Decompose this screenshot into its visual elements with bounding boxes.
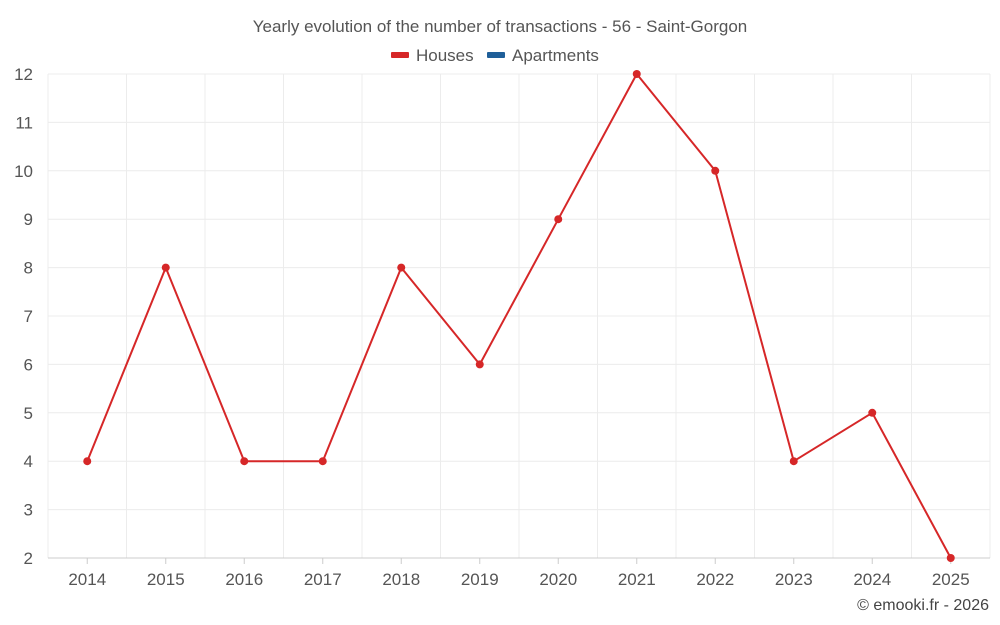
series-line-houses [86,73,952,559]
y-tick-label: 11 [15,113,33,132]
data-point-houses[interactable] [240,457,249,466]
data-point-houses[interactable] [789,457,798,466]
x-tick-label: 2014 [68,570,106,589]
axes: 2 3 4 5 6 7 8 9 10 11 12 2014 2015 2016 2017 2018 2019 20… [14,65,990,589]
chart-title: Yearly evolution of the number of transa… [253,17,748,36]
y-tick-label: 2 [24,549,33,568]
x-tick-label: 2022 [696,570,734,589]
legend: Houses Apartments [391,46,599,65]
x-tick-label: 2019 [461,570,499,589]
data-point-houses[interactable] [397,263,406,272]
y-tick-label: 12 [14,65,33,84]
x-tick-label: 2023 [775,570,813,589]
data-point-houses[interactable] [161,263,170,272]
legend-swatch-apartments [487,52,505,58]
grid [47,73,991,559]
legend-item-apartments[interactable]: Apartments [487,46,599,65]
y-tick-label: 3 [24,501,33,520]
x-tick-label: 2024 [853,570,891,589]
x-tick-label: 2015 [147,570,185,589]
x-tick-label: 2017 [304,570,342,589]
data-point-houses[interactable] [632,70,641,78]
series [83,70,955,562]
data-point-houses[interactable] [711,166,720,175]
y-tick-label: 5 [24,404,33,423]
y-tick-label: 4 [24,452,33,471]
x-tick-label: 2018 [382,570,420,589]
legend-item-houses[interactable]: Houses [391,46,474,65]
data-point-houses[interactable] [83,457,92,466]
data-point-houses[interactable] [554,215,563,224]
data-point-houses[interactable] [475,360,484,369]
data-point-houses[interactable] [318,457,327,466]
y-tick-label: 9 [24,210,33,229]
legend-label-houses: Houses [416,46,474,65]
y-tick-label: 7 [24,307,33,326]
data-point-houses[interactable] [868,408,877,417]
data-point-houses[interactable] [946,554,955,562]
x-tick-label: 2021 [618,570,656,589]
y-tick-label: 6 [24,355,33,374]
y-tick-label: 10 [14,162,33,181]
x-tick-label: 2025 [932,570,970,589]
credit-text: © emooki.fr - 2026 [857,597,989,614]
y-tick-label: 8 [24,259,33,278]
x-tick-label: 2016 [225,570,263,589]
legend-label-apartments: Apartments [512,46,599,65]
x-tick-label: 2020 [539,570,577,589]
legend-swatch-houses [391,52,409,58]
